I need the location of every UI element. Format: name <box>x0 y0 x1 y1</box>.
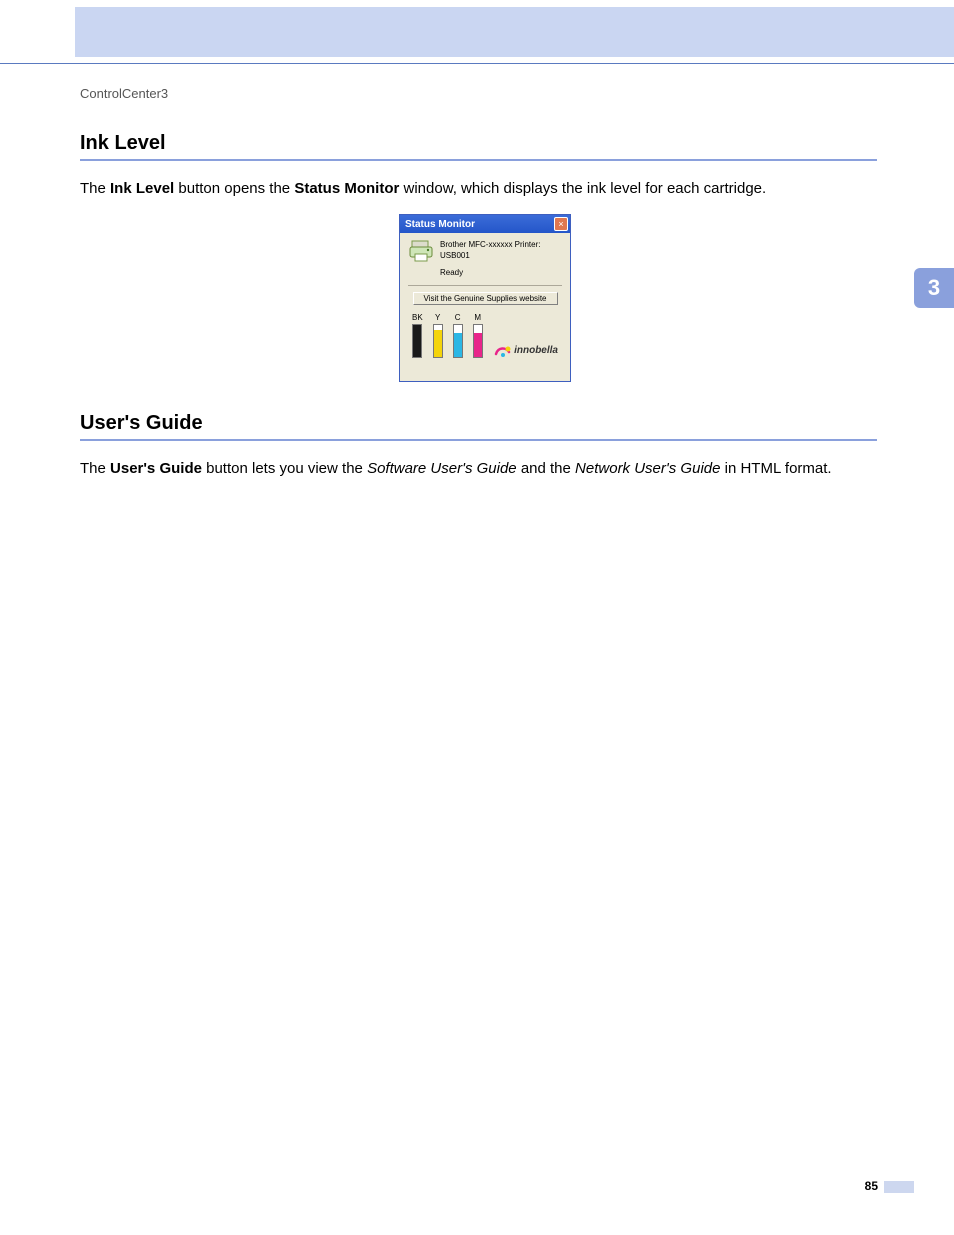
text: The <box>80 180 110 197</box>
text: in HTML format. <box>720 460 831 477</box>
ink-column-y: Y <box>433 313 443 358</box>
header-rule <box>0 63 954 64</box>
section-users-guide: User's Guide The User's Guide button let… <box>80 412 877 479</box>
paragraph-ink-level: The Ink Level button opens the Status Mo… <box>80 179 877 199</box>
printer-status: Ready <box>440 267 562 278</box>
ink-levels-row: BK Y C M innobella <box>408 313 562 358</box>
heading-ink-level: Ink Level <box>80 132 877 161</box>
printer-info: Brother MFC-xxxxxx Printer: USB001 Ready <box>440 239 562 279</box>
printer-icon <box>408 239 434 263</box>
text: button lets you view the <box>202 460 367 477</box>
ink-bar <box>412 324 422 358</box>
text-bold: Ink Level <box>110 180 174 197</box>
ink-column-bk: BK <box>412 313 423 358</box>
ink-bar-fill <box>413 325 421 357</box>
ink-column-c: C <box>453 313 463 358</box>
page-number: 85 <box>865 1179 878 1193</box>
innobella-swirl-icon <box>494 344 512 358</box>
printer-name: Brother MFC-xxxxxx Printer: USB001 <box>440 239 562 261</box>
paragraph-users-guide: The User's Guide button lets you view th… <box>80 459 877 479</box>
section-ink-level: Ink Level The Ink Level button opens the… <box>80 132 877 199</box>
text-italic: Software User's Guide <box>367 460 517 477</box>
page-number-bar <box>884 1181 914 1193</box>
chapter-tab: 3 <box>914 268 954 308</box>
ink-bar-fill <box>434 330 442 357</box>
text-bold: User's Guide <box>110 460 202 477</box>
printer-status-row: Brother MFC-xxxxxx Printer: USB001 Ready <box>408 239 562 279</box>
ink-bar-fill <box>454 333 462 357</box>
text-italic: Network User's Guide <box>575 460 720 477</box>
ink-column-m: M <box>473 313 483 358</box>
text-bold: Status Monitor <box>294 180 399 197</box>
status-monitor-titlebar[interactable]: Status Monitor × <box>400 215 570 233</box>
innobella-logo: innobella <box>494 344 558 358</box>
status-monitor-window: Status Monitor × Brother MFC-xxxxxx Prin… <box>399 214 571 382</box>
text: and the <box>517 460 575 477</box>
heading-users-guide: User's Guide <box>80 412 877 441</box>
ink-bar <box>433 324 443 358</box>
innobella-text: innobella <box>514 345 558 356</box>
breadcrumb: ControlCenter3 <box>80 86 168 101</box>
close-icon[interactable]: × <box>554 217 568 231</box>
ink-label: Y <box>435 313 440 322</box>
ink-bar <box>453 324 463 358</box>
header-band <box>75 7 954 57</box>
ink-label: BK <box>412 313 423 322</box>
supplies-website-button[interactable]: Visit the Genuine Supplies website <box>413 292 558 305</box>
text: window, which displays the ink level for… <box>399 180 766 197</box>
ink-label: M <box>474 313 481 322</box>
divider <box>408 285 562 286</box>
ink-bar-fill <box>474 333 482 357</box>
text: button opens the <box>174 180 294 197</box>
ink-label: C <box>455 313 461 322</box>
status-monitor-body: Brother MFC-xxxxxx Printer: USB001 Ready… <box>400 233 570 362</box>
text: The <box>80 460 110 477</box>
ink-bar <box>473 324 483 358</box>
status-monitor-title: Status Monitor <box>405 219 475 230</box>
